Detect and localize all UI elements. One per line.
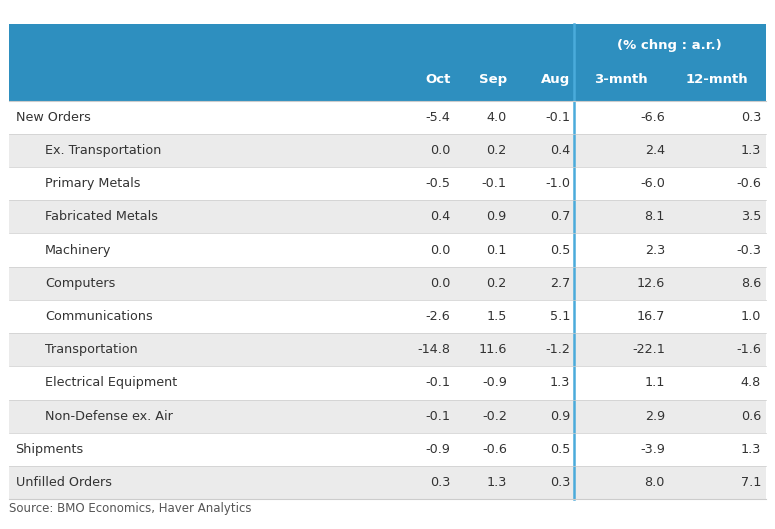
- Text: 12.6: 12.6: [637, 277, 665, 290]
- Text: 0.2: 0.2: [487, 144, 507, 157]
- FancyBboxPatch shape: [9, 300, 766, 333]
- Text: 8.1: 8.1: [645, 211, 665, 223]
- Text: 0.0: 0.0: [430, 144, 450, 157]
- Text: 0.9: 0.9: [487, 211, 507, 223]
- FancyBboxPatch shape: [9, 134, 766, 167]
- Text: -3.9: -3.9: [640, 443, 665, 456]
- Text: -0.3: -0.3: [736, 243, 761, 257]
- Text: -0.1: -0.1: [482, 177, 507, 190]
- Text: -0.9: -0.9: [425, 443, 450, 456]
- Text: 1.3: 1.3: [550, 377, 570, 389]
- Text: 0.1: 0.1: [487, 243, 507, 257]
- Text: Communications: Communications: [45, 310, 153, 323]
- Text: Electrical Equipment: Electrical Equipment: [45, 377, 177, 389]
- Text: -0.2: -0.2: [482, 409, 507, 423]
- Text: 11.6: 11.6: [478, 343, 507, 356]
- Text: 3-mnth: 3-mnth: [594, 72, 648, 86]
- Text: 3.5: 3.5: [741, 211, 761, 223]
- Text: -0.6: -0.6: [736, 177, 761, 190]
- Text: -0.1: -0.1: [425, 409, 450, 423]
- Text: Unfilled Orders: Unfilled Orders: [16, 476, 112, 489]
- Text: 12-mnth: 12-mnth: [686, 72, 748, 86]
- Text: 0.7: 0.7: [550, 211, 570, 223]
- Text: -1.6: -1.6: [736, 343, 761, 356]
- Text: 16.7: 16.7: [636, 310, 665, 323]
- Text: (% chng : a.r.): (% chng : a.r.): [617, 39, 722, 52]
- Text: 1.3: 1.3: [741, 443, 761, 456]
- Text: Sep: Sep: [479, 72, 507, 86]
- FancyBboxPatch shape: [9, 101, 766, 134]
- FancyBboxPatch shape: [9, 366, 766, 399]
- Text: 5.1: 5.1: [550, 310, 570, 323]
- Text: 2.3: 2.3: [645, 243, 665, 257]
- FancyBboxPatch shape: [9, 399, 766, 433]
- Text: 1.1: 1.1: [645, 377, 665, 389]
- Text: 8.6: 8.6: [741, 277, 761, 290]
- Text: -0.1: -0.1: [425, 377, 450, 389]
- Text: -2.6: -2.6: [425, 310, 450, 323]
- Text: -22.1: -22.1: [632, 343, 665, 356]
- Text: 0.4: 0.4: [550, 144, 570, 157]
- Text: 0.3: 0.3: [550, 476, 570, 489]
- Text: -1.0: -1.0: [546, 177, 570, 190]
- FancyBboxPatch shape: [9, 333, 766, 366]
- Text: Computers: Computers: [45, 277, 115, 290]
- Text: Fabricated Metals: Fabricated Metals: [45, 211, 158, 223]
- Text: Ex. Transportation: Ex. Transportation: [45, 144, 161, 157]
- Text: 8.0: 8.0: [645, 476, 665, 489]
- Text: 7.1: 7.1: [741, 476, 761, 489]
- Text: 2.4: 2.4: [645, 144, 665, 157]
- Text: -0.6: -0.6: [482, 443, 507, 456]
- Text: -14.8: -14.8: [417, 343, 450, 356]
- FancyBboxPatch shape: [9, 433, 766, 466]
- Text: -5.4: -5.4: [425, 111, 450, 124]
- Text: 0.0: 0.0: [430, 243, 450, 257]
- Text: 0.3: 0.3: [741, 111, 761, 124]
- Text: Primary Metals: Primary Metals: [45, 177, 140, 190]
- Text: 1.3: 1.3: [741, 144, 761, 157]
- FancyBboxPatch shape: [574, 24, 766, 101]
- Text: Transportation: Transportation: [45, 343, 138, 356]
- Text: Shipments: Shipments: [16, 443, 84, 456]
- Text: 0.3: 0.3: [430, 476, 450, 489]
- Text: 0.0: 0.0: [430, 277, 450, 290]
- Text: 1.3: 1.3: [487, 476, 507, 489]
- Text: 4.8: 4.8: [741, 377, 761, 389]
- FancyBboxPatch shape: [9, 200, 766, 233]
- FancyBboxPatch shape: [9, 167, 766, 200]
- Text: -0.5: -0.5: [425, 177, 450, 190]
- FancyBboxPatch shape: [9, 233, 766, 267]
- Text: 0.6: 0.6: [741, 409, 761, 423]
- Text: -0.9: -0.9: [482, 377, 507, 389]
- Text: New Orders: New Orders: [16, 111, 91, 124]
- Text: -1.2: -1.2: [546, 343, 570, 356]
- Text: 2.9: 2.9: [645, 409, 665, 423]
- Text: 0.4: 0.4: [430, 211, 450, 223]
- Text: Oct: Oct: [425, 72, 450, 86]
- Text: Source: BMO Economics, Haver Analytics: Source: BMO Economics, Haver Analytics: [9, 503, 252, 515]
- FancyBboxPatch shape: [9, 267, 766, 300]
- Text: 0.2: 0.2: [487, 277, 507, 290]
- FancyBboxPatch shape: [9, 24, 573, 101]
- Text: -6.0: -6.0: [640, 177, 665, 190]
- Text: 2.7: 2.7: [550, 277, 570, 290]
- Text: Non-Defense ex. Air: Non-Defense ex. Air: [45, 409, 173, 423]
- FancyBboxPatch shape: [9, 466, 766, 499]
- Text: 0.9: 0.9: [550, 409, 570, 423]
- Text: 4.0: 4.0: [487, 111, 507, 124]
- Text: Aug: Aug: [541, 72, 570, 86]
- Text: 0.5: 0.5: [550, 443, 570, 456]
- Text: -0.1: -0.1: [546, 111, 570, 124]
- Text: 1.5: 1.5: [487, 310, 507, 323]
- Text: 1.0: 1.0: [741, 310, 761, 323]
- Text: Machinery: Machinery: [45, 243, 112, 257]
- Text: 0.5: 0.5: [550, 243, 570, 257]
- Text: -6.6: -6.6: [640, 111, 665, 124]
